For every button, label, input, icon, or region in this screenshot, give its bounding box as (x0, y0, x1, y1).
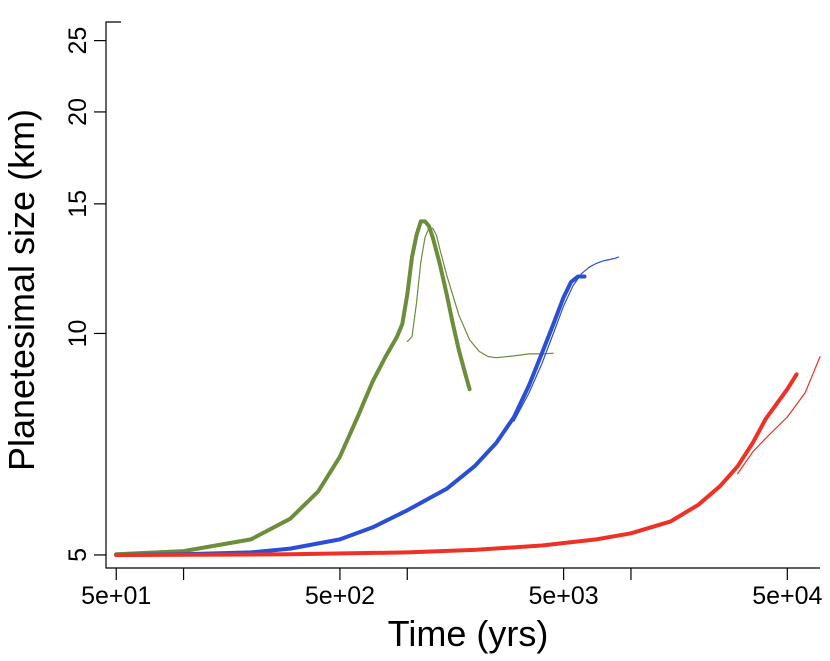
x-tick-label: 5e+01 (81, 582, 151, 610)
series-line-1 (406, 227, 554, 359)
series-layer (114, 219, 821, 557)
x-tick-label: 5e+02 (305, 582, 375, 610)
y-tick-label: 10 (64, 320, 92, 348)
y-tick-label: 5 (64, 548, 92, 562)
plot-frame (105, 21, 820, 569)
x-tick-label: 5e+04 (752, 582, 822, 610)
y-tick-label: 15 (64, 190, 92, 218)
x-axis: 5e+01 5e+02 5e+03 5e+04 (81, 568, 823, 610)
series-line-5 (737, 356, 821, 475)
series-line-2 (114, 274, 587, 557)
series-line-4 (114, 372, 799, 557)
series-line-0 (114, 219, 472, 557)
y-tick-label: 25 (64, 27, 92, 55)
y-axis: 5 10 15 20 25 (64, 27, 106, 562)
y-tick-label: 20 (64, 98, 92, 126)
x-axis-title: Time (yrs) (388, 613, 549, 654)
series-line-3 (513, 256, 620, 422)
x-tick-label: 5e+03 (529, 582, 599, 610)
y-axis-title: Planetesimal size (km) (1, 109, 42, 471)
